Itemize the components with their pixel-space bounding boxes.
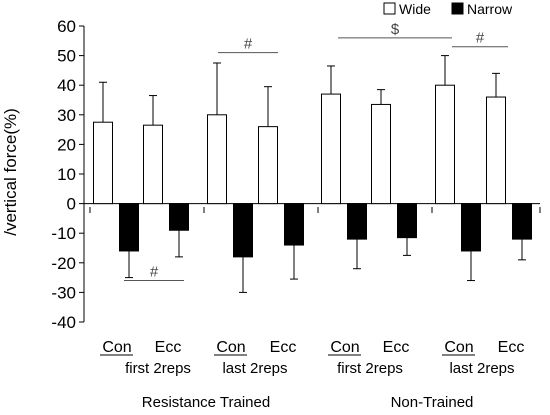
legend-label: Narrow bbox=[467, 1, 513, 17]
wide-bar bbox=[207, 114, 227, 205]
significance-label: $ bbox=[391, 21, 400, 38]
x-axis: Con Ecc Con Ecc Con Ecc Con Ecc first 2reps last … bbox=[89, 207, 541, 411]
narrow-bar bbox=[461, 203, 481, 252]
x-category-label: Con bbox=[102, 339, 131, 356]
y-tick-label: 20 bbox=[57, 135, 76, 154]
y-axis-label: /vertical force(%) bbox=[1, 108, 20, 236]
x-category-label: Con bbox=[216, 339, 245, 356]
narrow-bar bbox=[119, 203, 139, 252]
wide-bar bbox=[93, 121, 113, 205]
narrow-bar bbox=[284, 203, 304, 246]
y-tick-label: 60 bbox=[57, 17, 76, 36]
significance-label: # bbox=[244, 36, 253, 53]
x-category-label: Ecc bbox=[270, 339, 297, 356]
wide-bar bbox=[486, 96, 506, 205]
y-tick-label: 50 bbox=[57, 47, 76, 66]
wide-bar bbox=[371, 103, 391, 205]
y-tick-label: 30 bbox=[57, 106, 76, 125]
y-tick-label: -40 bbox=[51, 313, 76, 332]
x-subgroup-label: last 2reps bbox=[222, 360, 287, 377]
significance-label: # bbox=[476, 30, 485, 47]
y-tick-label: -20 bbox=[51, 254, 76, 273]
narrow-bar bbox=[169, 203, 189, 231]
narrow-bar bbox=[233, 203, 253, 258]
wide-bar bbox=[143, 124, 163, 205]
x-subgroup-label: first 2reps bbox=[125, 360, 191, 377]
significance-annotations: # # $ # bbox=[124, 21, 508, 282]
x-category-label: Ecc bbox=[155, 339, 182, 356]
wide-legend-swatch bbox=[383, 2, 396, 15]
legend-label: Wide bbox=[399, 1, 431, 17]
narrow-legend-swatch bbox=[451, 2, 464, 15]
y-tick-label: 40 bbox=[57, 76, 76, 95]
y-tick-label: -30 bbox=[51, 283, 76, 302]
x-category-label: Con bbox=[444, 339, 473, 356]
y-axis: -40 -30 -20 -10 0 10 20 30 40 50 60 bbox=[51, 17, 540, 332]
legend: Wide Narrow bbox=[383, 1, 513, 17]
x-category-label: Ecc bbox=[498, 339, 525, 356]
significance-label: # bbox=[150, 264, 159, 281]
x-category-label: Con bbox=[330, 339, 359, 356]
y-tick-label: 10 bbox=[57, 165, 76, 184]
y-tick-label: 0 bbox=[67, 195, 76, 214]
wide-bar bbox=[258, 126, 278, 205]
x-subgroup-label: last 2reps bbox=[449, 360, 514, 377]
wide-bar bbox=[435, 84, 455, 205]
x-category-label: Ecc bbox=[383, 339, 410, 356]
y-tick-label: -10 bbox=[51, 224, 76, 243]
x-group-label: Non-Trained bbox=[391, 394, 474, 411]
bars bbox=[93, 55, 532, 293]
narrow-bar bbox=[347, 203, 367, 240]
x-group-label: Resistance Trained bbox=[142, 394, 270, 411]
x-subgroup-label: first 2reps bbox=[337, 360, 403, 377]
wide-bar bbox=[321, 93, 341, 205]
narrow-bar bbox=[397, 203, 417, 239]
narrow-bar bbox=[512, 203, 532, 240]
